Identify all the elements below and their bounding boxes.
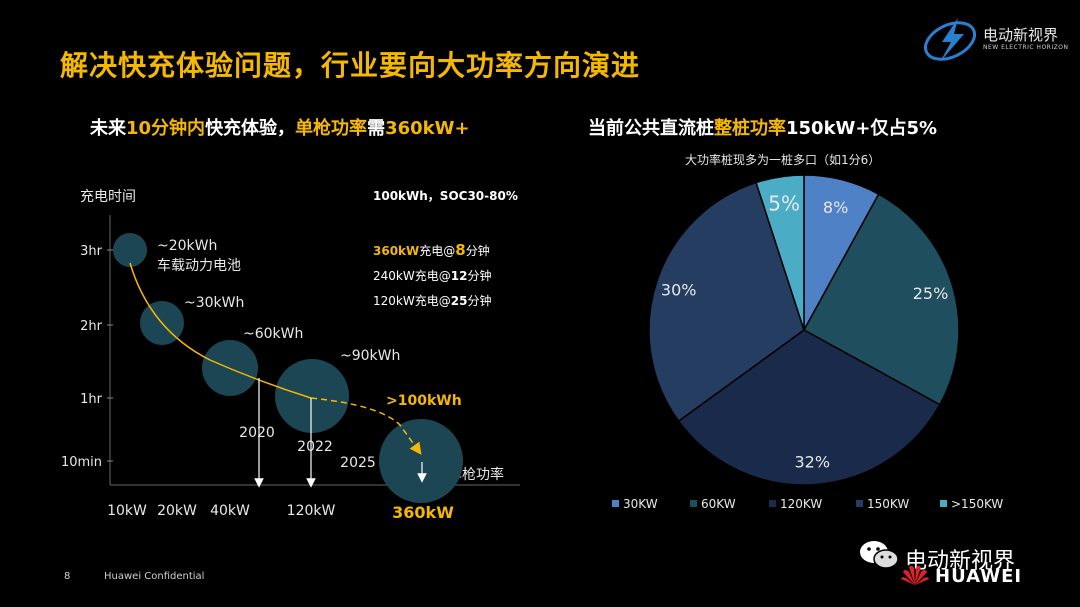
pie-slice bbox=[677, 329, 941, 486]
x-tick-label: 120kW bbox=[287, 503, 336, 519]
bubble-label: ~30kWh bbox=[184, 295, 244, 311]
y-axis-label: 充电时间 bbox=[80, 189, 136, 205]
trend-projection bbox=[310, 397, 422, 455]
x-tick-label: 10kW bbox=[107, 503, 147, 519]
year-label: 2022 bbox=[297, 439, 333, 455]
legend-swatch bbox=[769, 500, 776, 507]
pie-slice-label: 5% bbox=[768, 191, 800, 215]
bubble-label: ~60kWh bbox=[243, 326, 303, 342]
legend-label: 30KW bbox=[623, 497, 658, 511]
bubble-label: ~90kWh bbox=[340, 348, 400, 364]
bubble-label: >100kWh bbox=[386, 393, 462, 409]
y-tick-label: 1hr bbox=[80, 392, 103, 407]
right-subtitle-highlight: 整桩功率 bbox=[714, 118, 786, 139]
left-subtitle: 未来10分钟内快充体验，单枪功率需360kW+ bbox=[90, 114, 470, 140]
bubble-label: ~20kWh bbox=[157, 238, 217, 254]
pie-slice bbox=[648, 181, 805, 423]
legend-label: 120KW bbox=[780, 497, 822, 511]
right-subtitle-part: 150kW+仅占5% bbox=[786, 118, 938, 139]
logo-text-en: NEW ELECTRIC HORIZON bbox=[983, 44, 1069, 51]
power-share-pie-chart: 8% 25% 32% 30% 5% 30KW 60KW 120KW 150KW >150KW bbox=[612, 174, 1003, 511]
pie-slice-label: 32% bbox=[794, 452, 830, 471]
y-tick-label: 2hr bbox=[80, 319, 103, 334]
x-axis-label: 单枪功率 bbox=[448, 466, 504, 483]
left-subtitle-highlight: 360kW+ bbox=[385, 118, 470, 139]
charging-time-chart: 充电时间 单枪功率 3hr 2hr 1hr 10min 10kW 20kW 40kW 120k… bbox=[61, 189, 520, 522]
huawei-logo-icon bbox=[900, 564, 930, 590]
page-number: 8 bbox=[64, 571, 71, 582]
info-header: 100kWh，SOC30-80% bbox=[373, 189, 518, 203]
wechat-icon bbox=[858, 538, 900, 576]
legend-swatch bbox=[940, 500, 947, 507]
pie-slice-label: 30% bbox=[661, 280, 697, 299]
y-tick-label: 3hr bbox=[80, 244, 103, 259]
slide-title: 解决快充体验问题，行业要向大功率方向演进 bbox=[60, 49, 641, 82]
pie-slice-label: 25% bbox=[913, 284, 949, 303]
bubble-point bbox=[113, 233, 147, 267]
legend-swatch bbox=[612, 500, 619, 507]
lightning-logo-icon bbox=[923, 18, 977, 62]
x-tick-label: 360kW bbox=[392, 503, 454, 522]
logo-text-cn: 电动新视界 bbox=[983, 26, 1059, 44]
year-label: 2025 bbox=[340, 455, 376, 471]
trend-curve bbox=[129, 262, 312, 399]
x-tick-label: 40kW bbox=[210, 503, 250, 519]
y-tick-label: 10min bbox=[61, 455, 102, 470]
info-line: 240kW充电@12分钟 bbox=[373, 268, 491, 283]
legend-swatch bbox=[690, 500, 697, 507]
right-subtitle: 当前公共直流桩整桩功率150kW+仅占5% bbox=[588, 114, 937, 140]
pie-slice bbox=[755, 174, 805, 331]
legend-label: >150KW bbox=[951, 497, 1003, 511]
watermark-text: 电动新视界 bbox=[905, 549, 1016, 574]
legend-label: 60KW bbox=[701, 497, 736, 511]
bubble-point bbox=[275, 359, 349, 433]
left-subtitle-highlight: 10分钟内 bbox=[126, 118, 206, 139]
bubble-point bbox=[379, 419, 463, 503]
info-line: 120kW充电@25分钟 bbox=[373, 293, 491, 308]
pie-slice bbox=[802, 193, 960, 406]
left-subtitle-highlight: 单枪功率 bbox=[295, 118, 368, 139]
left-subtitle-part: 未来 bbox=[90, 118, 126, 139]
info-line: 360kW充电@8分钟 bbox=[373, 241, 490, 259]
huawei-wordmark: HUAWEI bbox=[935, 566, 1023, 587]
pie-note: 大功率桩现多为一桩多口（如1分6） bbox=[685, 153, 881, 167]
right-subtitle-part: 当前公共直流桩 bbox=[588, 118, 714, 139]
logo bbox=[920, 14, 980, 64]
year-label: 2020 bbox=[239, 425, 275, 441]
legend-swatch bbox=[856, 500, 863, 507]
bubble-sublabel: 车载动力电池 bbox=[157, 257, 241, 274]
confidential-label: Huawei Confidential bbox=[104, 571, 205, 582]
x-tick-label: 20kW bbox=[157, 503, 197, 519]
legend-label: 150KW bbox=[867, 497, 909, 511]
left-subtitle-part: 快充体验， bbox=[205, 118, 296, 139]
pie-slice-label: 8% bbox=[823, 198, 848, 217]
left-subtitle-part: 需 bbox=[367, 118, 386, 139]
